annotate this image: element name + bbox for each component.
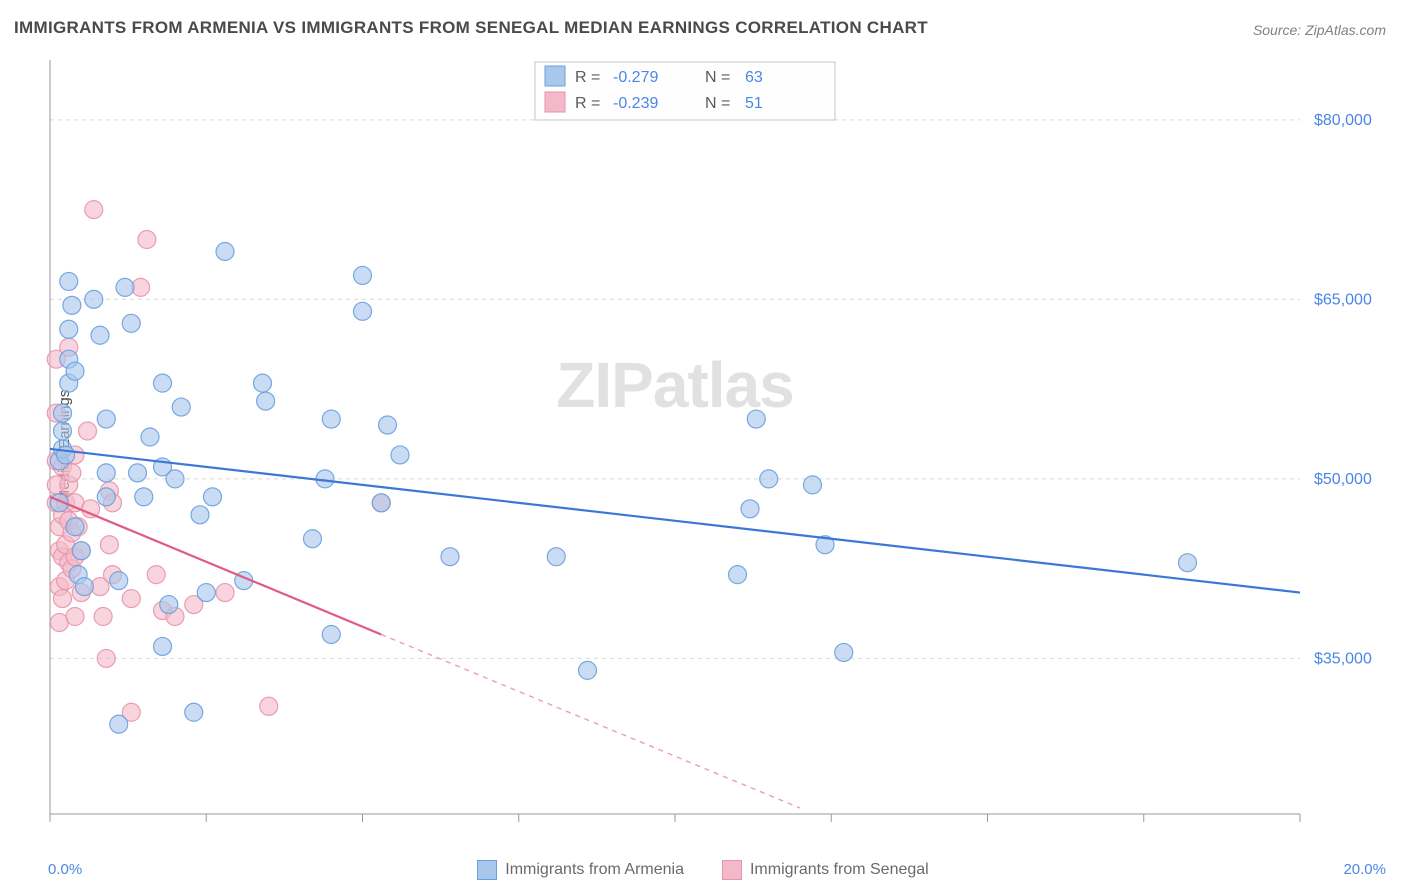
svg-text:R =: R = [575, 69, 600, 86]
svg-text:N =: N = [705, 95, 730, 112]
svg-text:$65,000: $65,000 [1314, 291, 1372, 308]
legend: Immigrants from Armenia Immigrants from … [0, 860, 1406, 880]
scatter-plot: $35,000$50,000$65,000$80,000ZIPatlasR = … [46, 48, 1390, 844]
legend-label: Immigrants from Armenia [505, 861, 684, 879]
svg-text:$50,000: $50,000 [1314, 471, 1372, 488]
legend-label: Immigrants from Senegal [750, 861, 929, 879]
svg-text:-0.239: -0.239 [613, 95, 658, 112]
svg-text:63: 63 [745, 69, 763, 86]
chart-title: IMMIGRANTS FROM ARMENIA VS IMMIGRANTS FR… [14, 18, 928, 38]
svg-text:51: 51 [745, 95, 763, 112]
svg-text:$80,000: $80,000 [1314, 112, 1372, 129]
chart-area: $35,000$50,000$65,000$80,000ZIPatlasR = … [46, 48, 1390, 844]
svg-text:N =: N = [705, 69, 730, 86]
source-attribution: Source: ZipAtlas.com [1253, 22, 1386, 38]
svg-text:R =: R = [575, 95, 600, 112]
legend-swatch [477, 860, 497, 880]
legend-item-armenia: Immigrants from Armenia [477, 860, 684, 880]
svg-text:-0.279: -0.279 [613, 69, 658, 86]
legend-item-senegal: Immigrants from Senegal [722, 860, 929, 880]
legend-swatch [722, 860, 742, 880]
svg-text:$35,000: $35,000 [1314, 650, 1372, 667]
